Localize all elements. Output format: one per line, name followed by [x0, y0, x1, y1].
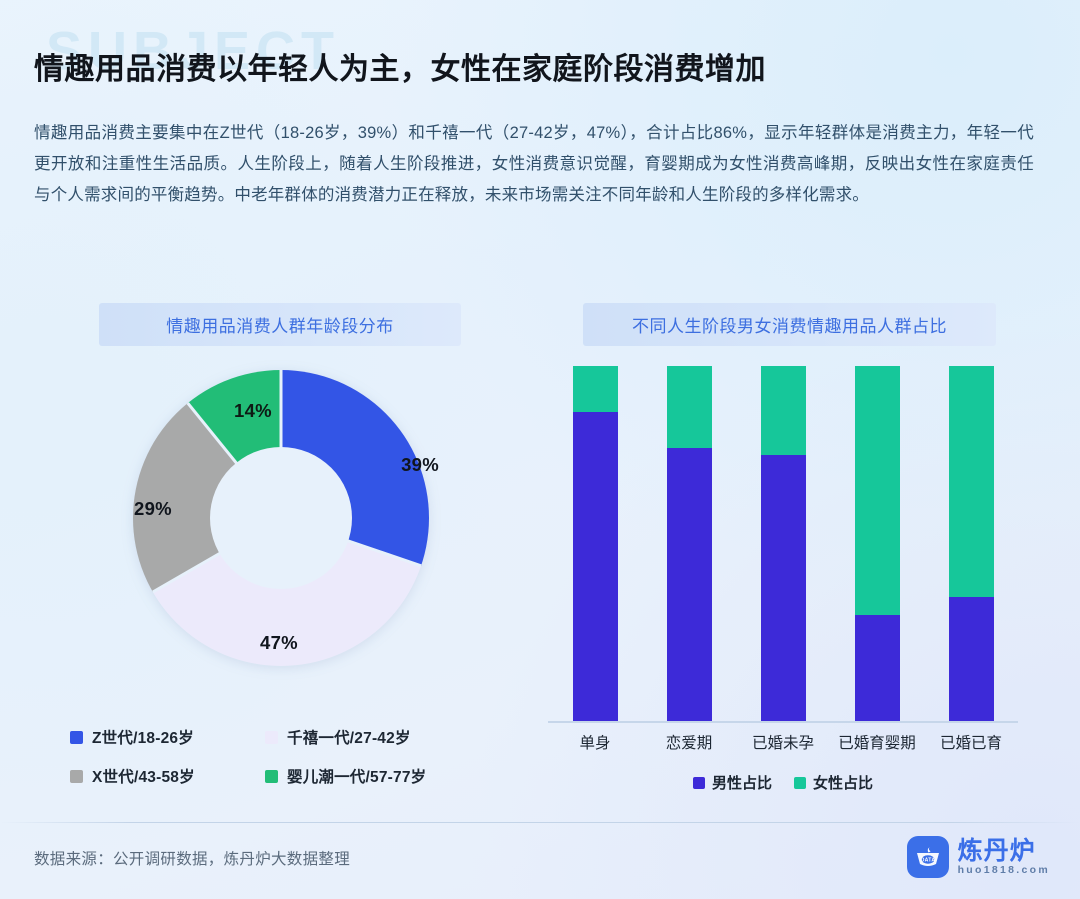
logo-brand-name: 炼丹炉 — [957, 836, 1036, 865]
donut-legend-item[interactable]: Z世代/18-26岁 — [70, 726, 265, 748]
bar-chart-legend: 男性占比 女性占比 — [548, 772, 1018, 793]
bar-column[interactable] — [572, 366, 618, 722]
donut-legend-item[interactable]: X世代/43-58岁 — [70, 765, 265, 787]
bar-segment-female — [854, 366, 900, 616]
intro-paragraph: 情趣用品消费主要集中在Z世代（18-26岁，39%）和千禧一代（27-42岁，4… — [34, 124, 1034, 204]
donut-ring — [132, 370, 429, 666]
bar-x-label: 单身 — [579, 735, 611, 752]
donut-legend-label: Z世代/18-26岁 — [92, 730, 194, 747]
watermark-text: SUBJECT — [46, 21, 341, 81]
crucible-data-icon: DATA — [906, 836, 949, 878]
bar-legend-label: 男性占比 — [711, 775, 772, 792]
bar-chart-title: 不同人生阶段男女消费情趣用品人群占比 — [583, 303, 996, 346]
page-title: 情趣用品消费以年轻人为主，女性在家庭阶段消费增加 — [34, 53, 766, 86]
donut-slice-label-1: 47% — [260, 632, 298, 653]
bar-legend-item[interactable]: 女性占比 — [794, 772, 873, 793]
legend-swatch-icon — [692, 776, 705, 789]
donut-slice-label-2: 29% — [134, 498, 172, 519]
donut-slice-label-0: 39% — [401, 454, 439, 475]
svg-text:DATA: DATA — [920, 857, 935, 863]
bar-segment-female — [572, 366, 618, 413]
legend-swatch-icon — [794, 776, 806, 789]
bar-segment-male — [854, 615, 900, 722]
donut-legend-item[interactable]: 婴儿潮一代/57-77岁 — [265, 765, 500, 787]
legend-swatch-icon — [70, 769, 83, 783]
bar-column[interactable] — [854, 366, 900, 722]
donut-legend-label: 婴儿潮一代/57-77岁 — [287, 769, 427, 786]
bar-x-label: 已婚育婴期 — [838, 735, 916, 752]
data-source-text: 数据来源：公开调研数据，炼丹炉大数据整理 — [34, 851, 351, 868]
legend-swatch-icon — [70, 730, 83, 744]
donut-legend-item[interactable]: 千禧一代/27-42岁 — [265, 726, 500, 748]
bar-segment-male — [760, 455, 806, 722]
bar-column[interactable] — [666, 366, 712, 722]
bar-x-label: 已婚已育 — [939, 735, 1003, 752]
donut-legend: Z世代/18-26岁 千禧一代/27-42岁 X世代/43-58岁 婴儿潮一代/57-… — [70, 726, 500, 787]
bar-column[interactable] — [760, 366, 806, 722]
bar-column[interactable] — [948, 366, 994, 722]
legend-swatch-icon — [265, 730, 278, 744]
bar-segment-female — [666, 366, 712, 448]
bar-x-label: 恋爱期 — [665, 735, 713, 752]
donut-chart: 39% 47% 29% 14% — [108, 358, 453, 678]
donut-chart-title: 情趣用品消费人群年龄段分布 — [99, 303, 461, 346]
header: SUBJECT 情趣用品消费以年轻人为主，女性在家庭阶段消费增加 — [34, 21, 1044, 89]
bar-segment-female — [760, 366, 806, 455]
donut-legend-label: X世代/43-58岁 — [92, 769, 195, 786]
donut-slice-label-3: 14% — [234, 400, 272, 421]
bar-segment-male — [572, 412, 618, 722]
bar-legend-item[interactable]: 男性占比 — [692, 772, 772, 793]
bar-segment-male — [948, 597, 994, 722]
bar-chart-axis-line — [548, 721, 1018, 723]
bar-segment-male — [666, 447, 712, 722]
bar-chart-x-axis-labels: 单身 恋爱期 已婚未孕 已婚育婴期 已婚已育 — [548, 731, 1018, 757]
donut-legend-label: 千禧一代/27-42岁 — [287, 730, 411, 747]
logo-url: huo1818.com — [957, 863, 1050, 876]
bar-segment-female — [948, 366, 994, 598]
bar-legend-label: 女性占比 — [813, 775, 874, 792]
bar-chart-plot — [548, 366, 1018, 722]
footer-divider — [0, 822, 1080, 823]
legend-swatch-icon — [265, 769, 278, 783]
bar-x-label: 已婚未孕 — [751, 735, 815, 752]
brand-logo: DATA 炼丹炉 huo1818.com — [906, 836, 1050, 878]
